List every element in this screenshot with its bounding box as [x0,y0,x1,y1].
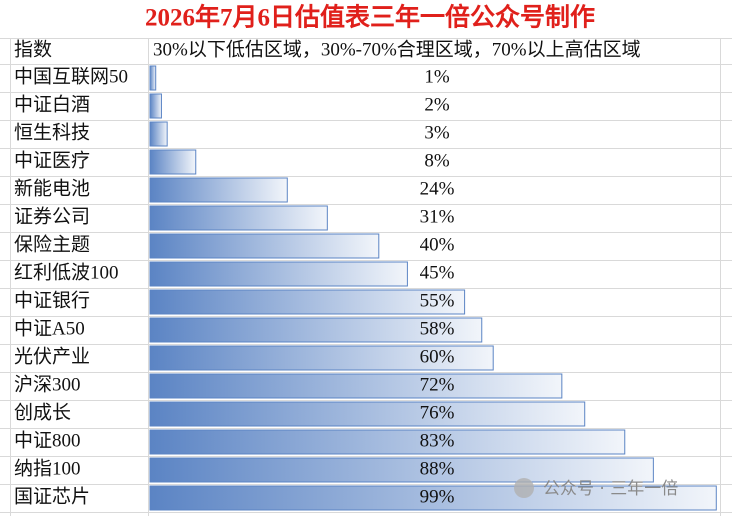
category-label: 纳指100 [14,457,81,479]
bar [149,289,466,315]
value-label: 31% [420,206,455,227]
bar [149,373,563,399]
value-label: 83% [420,430,455,451]
bar [149,485,717,511]
value-label: 45% [420,262,455,283]
bar [149,121,168,147]
bar [149,261,408,287]
subtitle: 30%以下低估区域，30%-70%合理区域，70%以上高估区域 [153,38,641,60]
value-label: 8% [424,150,450,171]
value-label: 88% [420,458,455,479]
bar [149,205,328,231]
category-label: 红利低波100 [14,261,119,283]
category-label: 中证白酒 [14,93,90,115]
bar [149,429,626,455]
value-label: 99% [420,486,455,507]
bar [149,401,586,427]
value-label: 1% [424,66,450,87]
category-label: 创成长 [14,401,71,423]
bar [149,457,654,483]
bar [149,233,380,259]
value-label: 40% [420,234,455,255]
category-label: 新能电池 [14,177,90,199]
category-label: 中证银行 [14,289,90,311]
category-label: 沪深300 [14,373,81,395]
bar [149,345,494,371]
category-label: 证券公司 [14,205,90,227]
bar [149,149,197,175]
category-label: 中证A50 [14,317,85,339]
bar [149,177,288,203]
watermark-text: 公众号 · 三年一倍 [543,479,678,499]
chart-title: 2026年7月6日估值表三年一倍公众号制作 [145,3,595,32]
bar [149,317,483,343]
bar [149,93,162,119]
column-header: 指数 [14,38,52,60]
value-label: 60% [420,346,455,367]
bar [149,65,157,91]
category-label: 中证800 [14,429,81,451]
value-label: 72% [420,374,455,395]
value-label: 24% [420,178,455,199]
watermark: 公众号 · 三年一倍 [514,478,678,499]
value-label: 58% [420,318,455,339]
category-label: 中证医疗 [14,149,90,171]
category-label: 保险主题 [14,233,90,255]
category-label: 中国互联网50 [14,65,128,87]
category-label: 国证芯片 [14,485,90,507]
value-label: 3% [424,122,450,143]
watermark-icon [514,478,534,498]
value-label: 2% [424,94,450,115]
category-label: 恒生科技 [14,121,90,143]
category-label: 光伏产业 [14,345,90,367]
value-label: 55% [420,290,455,311]
value-label: 76% [420,402,455,423]
